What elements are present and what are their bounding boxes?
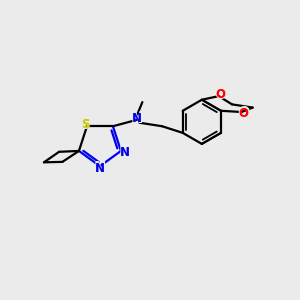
Text: N: N	[132, 112, 142, 124]
Text: O: O	[214, 87, 226, 102]
Text: S: S	[80, 117, 91, 132]
Text: O: O	[239, 107, 249, 120]
Text: N: N	[95, 162, 105, 175]
Text: N: N	[94, 161, 106, 176]
Text: S: S	[81, 118, 90, 131]
Text: N: N	[119, 146, 130, 159]
Text: N: N	[119, 146, 130, 159]
Text: S: S	[81, 118, 90, 131]
Text: N: N	[132, 112, 142, 124]
Text: O: O	[215, 88, 225, 100]
Text: O: O	[215, 88, 225, 100]
Text: N: N	[118, 145, 131, 160]
Text: N: N	[131, 110, 143, 125]
Text: O: O	[238, 106, 250, 121]
Text: N: N	[95, 162, 105, 175]
Text: O: O	[239, 107, 249, 120]
